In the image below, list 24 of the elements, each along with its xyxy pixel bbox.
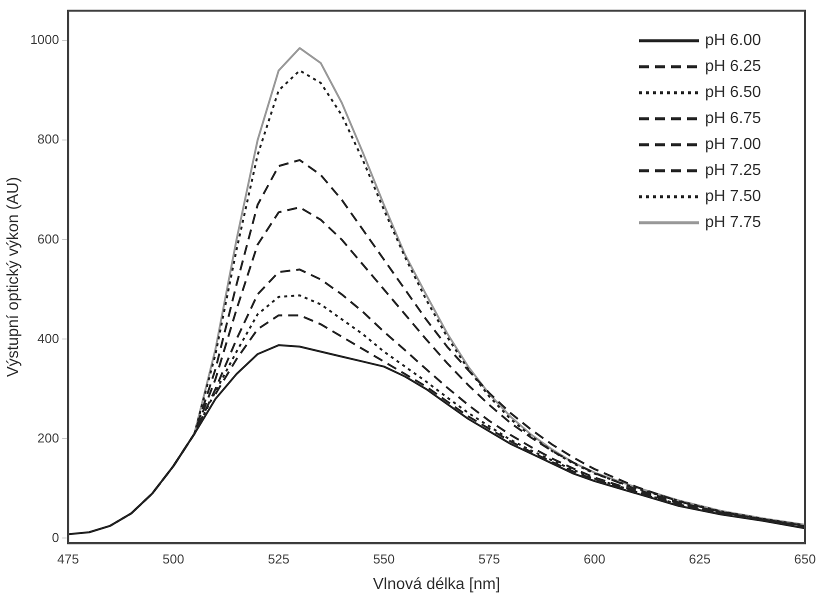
- x-tick-label: 550: [373, 552, 395, 567]
- y-tick-label: 800: [37, 132, 60, 147]
- y-tick-label: 1000: [30, 32, 60, 48]
- y-tick-label: 0: [52, 530, 60, 545]
- legend-label: pH 7.25: [704, 162, 762, 180]
- legend-label: pH 6.00: [704, 32, 762, 50]
- y-tick-label: 200: [37, 430, 60, 446]
- x-tick-label: 625: [688, 552, 711, 567]
- x-tick-label: 525: [268, 552, 290, 567]
- y-axis-title: Výstupní optický výkon (AU): [5, 176, 22, 378]
- legend-label: pH 6.50: [704, 84, 762, 102]
- x-tick-label: 575: [478, 552, 500, 567]
- x-axis-title: Vlnová délka [nm]: [372, 576, 500, 593]
- legend-label: pH 6.25: [704, 58, 762, 76]
- y-tick-label: 400: [37, 330, 60, 346]
- x-tick-label: 475: [57, 552, 79, 567]
- legend-label: pH 6.75: [704, 110, 762, 128]
- legend-label: pH 7.50: [704, 188, 762, 206]
- legend-label: pH 7.75: [704, 214, 762, 232]
- legend-label: pH 7.00: [704, 136, 762, 154]
- x-tick-label: 500: [162, 552, 184, 567]
- y-tick-label: 600: [37, 231, 60, 246]
- x-tick-label: 600: [584, 552, 606, 567]
- x-tick-label: 650: [794, 552, 816, 567]
